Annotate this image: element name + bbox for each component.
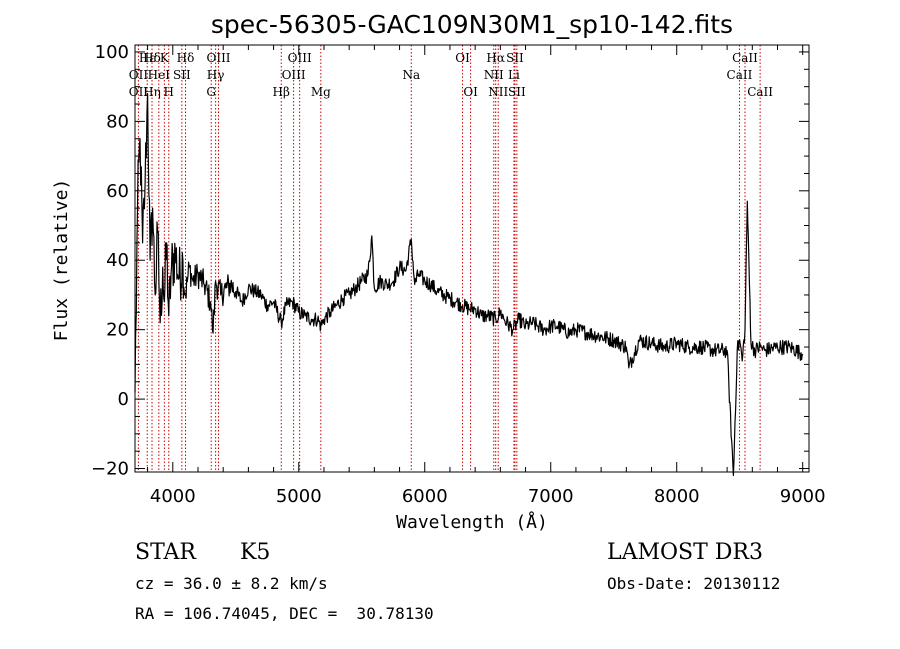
line-label-16: Mg — [311, 85, 331, 99]
line-label-14: OIII — [288, 51, 312, 65]
x-tick-label-8000: 8000 — [654, 486, 700, 507]
line-label-10: OIII — [206, 51, 230, 65]
y-axis-label: Flux (relative) — [51, 179, 72, 342]
y-tick-label-0: 0 — [118, 389, 129, 410]
redshift-velocity: cz = 36.0 ± 8.2 km/s — [135, 574, 328, 593]
y-tick-label--20: −20 — [91, 459, 129, 480]
line-label-19: OI — [463, 85, 478, 99]
line-label-23: SII — [506, 51, 524, 65]
y-tick-label-60: 60 — [106, 181, 129, 202]
y-tick-label-100: 100 — [95, 42, 129, 63]
line-label-25: SII — [508, 85, 526, 99]
line-label-24: Li — [508, 68, 520, 82]
spectrum-chart: spec-56305-GAC109N30M1_sp10-142.fits 400… — [51, 10, 826, 533]
y-tick-label-40: 40 — [106, 250, 129, 271]
line-label-1: OII — [129, 68, 149, 82]
observation-date: Obs-Date: 20130112 — [607, 574, 781, 593]
line-label-4: HeI — [148, 68, 171, 82]
x-tick-label-4000: 4000 — [150, 486, 196, 507]
line-label-13: Hβ — [273, 85, 290, 99]
line-label-8: H — [164, 85, 174, 99]
plot-frame — [134, 44, 810, 473]
line-label-11: Hγ — [207, 68, 225, 82]
line-label-7: SII — [173, 68, 191, 82]
line-label-3: Hδ — [143, 51, 161, 65]
x-tick-label-7000: 7000 — [528, 486, 574, 507]
line-label-20: Hα — [486, 51, 505, 65]
line-label-27: CaII — [727, 68, 753, 82]
line-label-26: CaII — [732, 51, 758, 65]
x-axis-label: Wavelength (Å) — [396, 511, 548, 533]
line-label-21: NII — [484, 68, 504, 82]
reference-line-markers — [137, 45, 761, 472]
line-label-5: Hη — [143, 85, 161, 99]
line-label-9: Hδ — [177, 51, 195, 65]
line-label-0: Hε — [139, 51, 156, 65]
y-axis: −20 0 20 40 60 80 100 — [91, 42, 809, 480]
survey-name: LAMOST DR3 — [607, 540, 763, 565]
x-tick-label-9000: 9000 — [780, 486, 826, 507]
x-tick-label-5000: 5000 — [276, 486, 322, 507]
line-label-12: G — [206, 85, 216, 99]
object-class: STAR — [135, 540, 196, 565]
chart-title: spec-56305-GAC109N30M1_sp10-142.fits — [211, 10, 733, 39]
line-label-18: OI — [455, 51, 470, 65]
x-axis: 4000 5000 6000 7000 8000 9000 — [147, 45, 826, 507]
line-label-22: NII — [488, 85, 508, 99]
y-tick-label-80: 80 — [106, 111, 129, 132]
flux-series-line — [134, 93, 804, 477]
line-label-28: CaII — [747, 85, 773, 99]
sky-coordinates: RA = 106.74045, DEC = 30.78130 — [135, 604, 434, 623]
line-label-15: OIII — [282, 68, 306, 82]
x-tick-label-6000: 6000 — [402, 486, 448, 507]
y-tick-label-20: 20 — [106, 320, 129, 341]
line-label-6: K — [160, 51, 170, 65]
object-subclass: K5 — [240, 540, 271, 565]
line-label-17: Na — [402, 68, 420, 82]
line-label-2: OII — [129, 85, 149, 99]
